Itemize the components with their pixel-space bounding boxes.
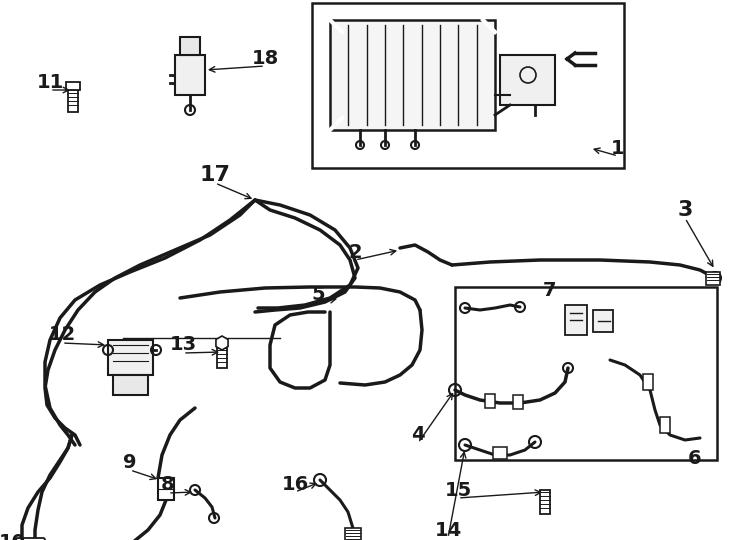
Text: 2: 2 xyxy=(348,242,362,261)
Text: 16: 16 xyxy=(281,475,308,494)
Bar xyxy=(175,55,205,95)
Text: 15: 15 xyxy=(444,481,472,500)
Bar xyxy=(660,417,670,433)
Text: 5: 5 xyxy=(311,286,325,305)
Text: 17: 17 xyxy=(200,165,230,185)
Bar xyxy=(217,348,227,368)
Text: 12: 12 xyxy=(48,326,76,345)
Text: 18: 18 xyxy=(251,49,279,68)
Bar xyxy=(66,82,80,90)
Bar xyxy=(643,374,653,390)
Text: 1: 1 xyxy=(611,138,625,158)
Bar xyxy=(68,90,78,112)
Bar xyxy=(113,375,148,395)
Text: 13: 13 xyxy=(170,335,197,354)
FancyBboxPatch shape xyxy=(16,538,45,540)
Text: 3: 3 xyxy=(677,200,693,220)
Bar xyxy=(312,3,624,168)
Bar xyxy=(513,395,523,409)
Bar xyxy=(180,37,200,55)
Bar xyxy=(158,478,174,500)
Text: 4: 4 xyxy=(411,426,425,444)
Bar xyxy=(540,490,550,514)
Bar xyxy=(565,305,587,335)
Bar xyxy=(706,272,720,285)
Text: 14: 14 xyxy=(435,521,462,539)
Text: 6: 6 xyxy=(688,449,702,468)
Bar xyxy=(455,287,717,460)
Text: 9: 9 xyxy=(123,453,137,471)
Bar xyxy=(108,340,153,375)
Bar xyxy=(500,55,555,105)
Text: 8: 8 xyxy=(161,476,175,495)
Bar xyxy=(593,310,613,332)
Bar xyxy=(485,394,495,408)
Text: 11: 11 xyxy=(37,72,64,91)
Bar xyxy=(345,528,361,540)
Text: 10: 10 xyxy=(0,532,26,540)
Bar xyxy=(493,447,507,459)
Text: 7: 7 xyxy=(543,280,557,300)
Bar xyxy=(330,20,495,130)
